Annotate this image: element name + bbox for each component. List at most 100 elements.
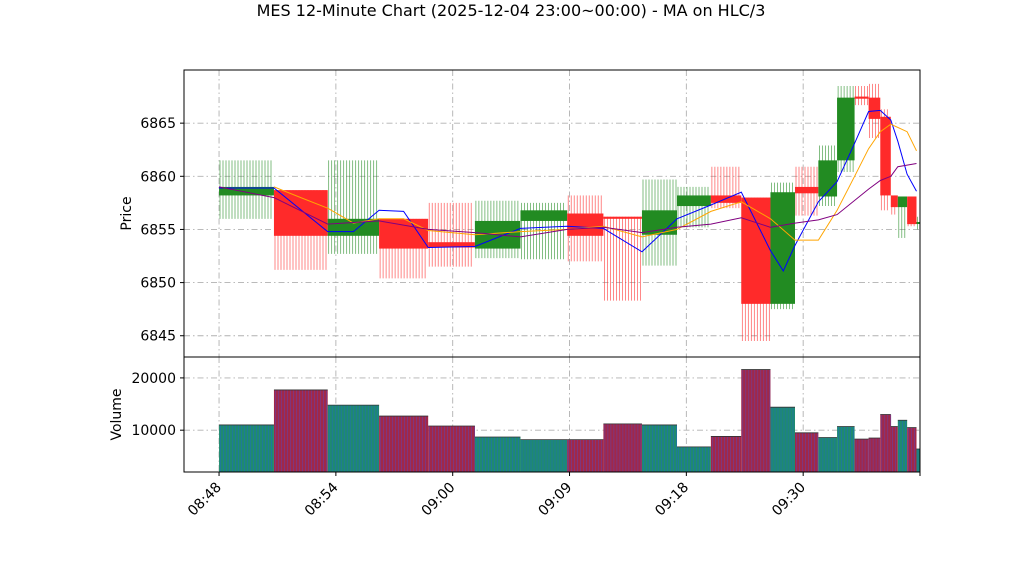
volume-bar-fill — [794, 432, 819, 472]
volume-axis-label: Volume — [109, 388, 125, 440]
volume-bar — [880, 414, 892, 472]
volume-bar-fill — [428, 426, 475, 472]
candle-up — [219, 160, 274, 219]
candle-body — [837, 97, 855, 161]
candle-down — [428, 202, 475, 267]
candle-up — [897, 196, 908, 238]
chart-title: MES 12-Minute Chart (2025-12-04 23:00~00… — [256, 1, 766, 20]
time-tick-label: 09:09 — [536, 480, 576, 520]
volume-bar-fill — [379, 416, 429, 472]
candle-body — [818, 160, 838, 197]
moving-average-line — [273, 123, 917, 241]
volume-bar — [219, 424, 274, 472]
volume-bar-fill — [273, 389, 328, 472]
volume-bar — [916, 448, 920, 472]
candle-body — [428, 242, 475, 248]
volume-bar-fill — [567, 439, 604, 472]
volume-bar-fill — [677, 446, 711, 472]
volume-bar-fill — [868, 438, 881, 472]
volume-bar — [327, 404, 380, 472]
volume-bar — [710, 436, 742, 472]
candle-body — [770, 192, 795, 304]
candle-body — [603, 216, 642, 219]
price-tick-label: 6865 — [140, 116, 176, 132]
candle-body — [379, 218, 429, 249]
volume-tick-label: 20000 — [131, 371, 176, 387]
volume-bar-fill — [880, 414, 891, 472]
candle-up — [770, 182, 795, 310]
candle-body — [897, 196, 908, 208]
candle-body — [273, 190, 328, 236]
candle-up — [916, 216, 920, 230]
volume-bar — [567, 439, 604, 472]
volume-bar — [520, 439, 568, 472]
volume-bar — [907, 427, 917, 472]
candle-body — [677, 195, 711, 207]
volume-bar — [794, 432, 819, 472]
volume-bar — [474, 436, 521, 472]
candle-down — [907, 196, 917, 227]
candle-down — [741, 197, 771, 342]
candle-down — [854, 85, 869, 106]
candle-down — [880, 109, 891, 211]
price-tick-label: 6850 — [140, 276, 176, 292]
volume-bar-fill — [890, 426, 898, 472]
moving-average-line — [219, 109, 917, 272]
candle-body — [794, 186, 819, 194]
time-tick-label: 09:00 — [419, 480, 459, 520]
candle-body — [880, 116, 891, 196]
moving-average-lines — [218, 109, 917, 272]
volume-bar — [379, 415, 429, 472]
candle-body — [520, 210, 568, 221]
volume-bar — [837, 426, 855, 472]
volume-bar — [603, 423, 642, 472]
candle-up — [327, 160, 380, 254]
volume-bar — [770, 406, 795, 472]
volume-bar-fill — [520, 439, 568, 472]
candle-body — [890, 195, 898, 208]
volume-bars — [219, 369, 920, 472]
candle-body — [641, 210, 678, 235]
candle-down — [603, 216, 642, 301]
volume-bar — [677, 446, 711, 472]
volume-bar — [741, 369, 771, 472]
volume-bar-fill — [854, 439, 869, 472]
price-axis-label: Price — [119, 196, 135, 230]
candle-down — [379, 218, 429, 279]
candle-up — [641, 179, 678, 266]
volume-bar — [897, 419, 908, 472]
volume-bar-fill — [770, 407, 795, 472]
volume-panel-frame — [183, 356, 921, 473]
candle-body — [219, 186, 274, 196]
time-tick-label: 08:48 — [185, 480, 225, 520]
time-tick-label: 08:54 — [302, 479, 342, 519]
volume-bar-fill — [741, 369, 771, 472]
price-tick-label: 6860 — [140, 169, 176, 185]
price-y-axis: 6845 6850 6855 6860 6865 — [140, 116, 184, 345]
volume-bar — [428, 425, 476, 472]
volume-bar — [273, 389, 328, 472]
candle-down — [710, 166, 742, 209]
volume-bar — [818, 437, 838, 472]
time-tick-label: 09:30 — [769, 480, 809, 520]
candle-down — [890, 195, 898, 215]
price-tick-label: 6845 — [140, 329, 176, 345]
volume-bar — [641, 424, 678, 472]
volume-bar — [868, 437, 881, 472]
candle-body — [868, 97, 881, 119]
candle-body — [854, 96, 869, 99]
volume-bar-fill — [818, 437, 838, 472]
candle-up — [818, 145, 838, 207]
volume-bar-fill — [219, 424, 274, 472]
candle-body — [907, 196, 917, 225]
time-tick-label: 09:18 — [652, 480, 692, 520]
volume-bar — [854, 438, 869, 472]
moving-average-line — [218, 163, 917, 238]
volume-bar-fill — [837, 426, 855, 472]
price-tick-label: 6855 — [140, 222, 176, 238]
candle-body — [741, 197, 771, 304]
candle-up — [474, 200, 521, 259]
candle-body — [567, 213, 604, 236]
